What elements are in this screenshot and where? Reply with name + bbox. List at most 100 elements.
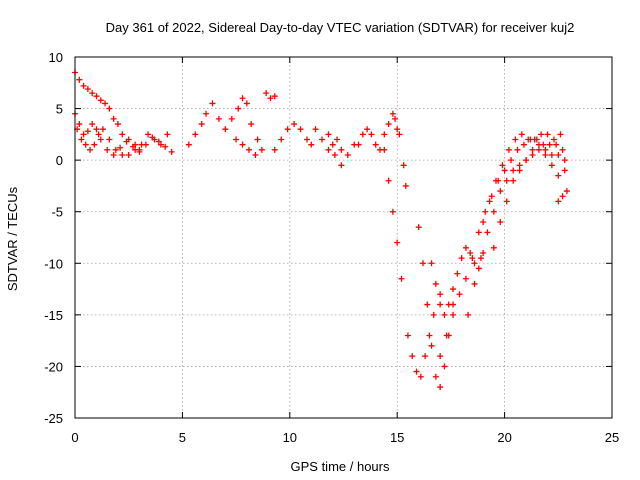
data-point [248,121,255,128]
data-point [235,105,242,112]
series-arc-l [381,146,405,282]
series-arc-d [185,100,222,148]
data-point [138,141,145,148]
y-axis-label: SDTVAR / TECUs [5,186,20,291]
data-point [484,229,491,236]
x-tick-label: 25 [605,430,619,445]
chart-title: Day 361 of 2022, Sidereal Day-to-day VTE… [106,20,575,35]
y-tick-label: -10 [44,256,63,271]
data-point [454,270,461,277]
series-arc-t [490,141,568,251]
plot-border [74,56,613,419]
data-point [385,177,392,184]
data-point [76,76,83,83]
data-point [516,167,523,174]
data-point [168,148,175,155]
data-point [198,121,205,128]
data-point [209,100,216,107]
data-point [462,244,469,251]
data-point [508,157,515,164]
series-arc-s [480,131,564,226]
data-point [542,151,549,158]
data-point [394,239,401,246]
data-point [151,136,158,143]
data-point [557,131,564,138]
data-point [486,198,493,205]
data-point [372,141,379,148]
data-point [488,193,495,200]
data-point [424,301,431,308]
data-point [422,353,429,360]
data-point [505,146,512,153]
data-point [185,141,192,148]
data-point [284,126,291,133]
tick-labels: 0 5 10 15 20 25 10 5 0 -5 -10 -15 -20 -25 [44,50,619,445]
data-point [364,126,371,133]
data-point [192,131,199,138]
data-point [233,136,240,143]
y-tick-label: -15 [44,308,63,323]
x-tick-label: 15 [390,430,404,445]
data-point [497,188,504,195]
data-point [561,167,568,174]
data-point [119,131,126,138]
data-point [535,146,542,153]
data-point [80,82,87,89]
data-point [503,177,510,184]
data-point [413,368,420,375]
x-tick-label: 0 [71,430,78,445]
data-point [563,188,570,195]
data-point [245,146,252,153]
data-point [392,115,399,122]
data-point [104,146,111,153]
data-point [462,275,469,282]
data-point [501,167,508,174]
data-point [548,151,555,158]
data-point [559,193,566,200]
data-point [475,229,482,236]
data-point [477,255,484,262]
data-point [544,131,551,138]
data-point [458,255,465,262]
y-tick-label: 5 [56,102,63,117]
data-point [503,198,510,205]
x-axis-label: GPS time / hours [291,459,390,474]
data-point [84,85,91,92]
data-point [381,146,388,153]
data-point [518,131,525,138]
data-point [267,95,274,102]
data-point [480,249,487,256]
data-point [155,138,162,145]
data-point [428,342,435,349]
data-point [117,144,124,151]
data-point [164,131,171,138]
y-tick-label: 0 [56,153,63,168]
data-point [394,126,401,133]
data-point [110,115,117,122]
data-point [271,146,278,153]
data-point [243,100,250,107]
data-point [338,146,345,153]
y-tick-label: -20 [44,359,63,374]
data-point [389,110,396,117]
data-point [548,162,555,169]
data-point [129,143,136,150]
y-tick-label: -5 [51,205,63,220]
data-point [381,131,388,138]
data-point [278,136,285,143]
data-point [145,131,152,138]
data-point [132,146,139,153]
data-point [78,136,85,143]
data-point [430,311,437,318]
data-point [239,141,246,148]
series-arc-k [355,110,401,153]
data-point [389,208,396,215]
data-point [553,141,560,148]
data-point [432,373,439,380]
series-arc-f [233,136,265,158]
data-point [471,260,478,267]
data-point [437,291,444,298]
data-point [467,249,474,256]
x-tick-label: 10 [283,430,297,445]
data-point [239,95,246,102]
